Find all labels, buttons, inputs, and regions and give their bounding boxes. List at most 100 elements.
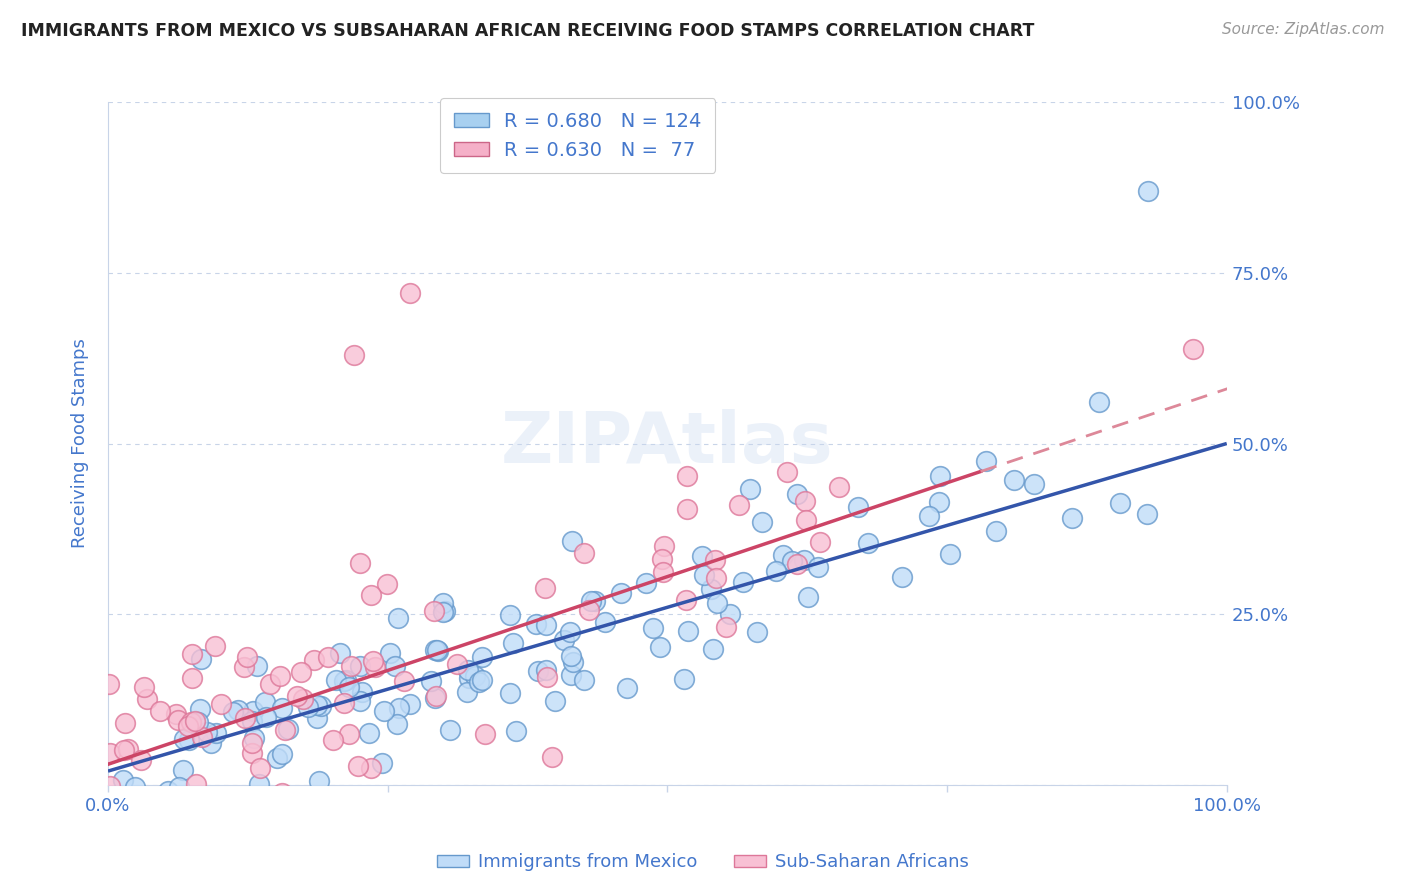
Point — [560, 534, 582, 549]
Point — [305, 710, 328, 724]
Y-axis label: Receiving Food Stamps: Receiving Food Stamps — [72, 339, 89, 549]
Point — [190, 652, 212, 666]
Point — [232, 659, 254, 673]
Point — [363, 660, 385, 674]
Point — [165, 706, 187, 721]
Point — [794, 493, 817, 508]
Point — [114, 715, 136, 730]
Point — [149, 704, 172, 718]
Point — [796, 513, 818, 527]
Point — [928, 468, 950, 483]
Point — [675, 593, 697, 607]
Point — [505, 724, 527, 739]
Point — [765, 564, 787, 578]
Point — [807, 559, 830, 574]
Point — [247, 777, 270, 791]
Point — [828, 480, 851, 494]
Point — [273, 723, 295, 737]
Point — [692, 549, 714, 563]
Point — [578, 602, 600, 616]
Point — [616, 681, 638, 695]
Point — [432, 596, 454, 610]
Point — [427, 644, 450, 658]
Point — [420, 673, 443, 688]
Point — [471, 650, 494, 665]
Point — [524, 617, 547, 632]
Point — [714, 620, 737, 634]
Point — [458, 671, 481, 685]
Point — [536, 670, 558, 684]
Point — [610, 586, 633, 600]
Point — [703, 553, 725, 567]
Point — [177, 719, 200, 733]
Point — [499, 607, 522, 622]
Point — [347, 759, 370, 773]
Point — [583, 594, 606, 608]
Point — [534, 663, 557, 677]
Point — [259, 677, 281, 691]
Point — [808, 535, 831, 549]
Point — [360, 588, 382, 602]
Point — [172, 797, 194, 811]
Point — [254, 710, 277, 724]
Point — [1136, 507, 1159, 521]
Point — [204, 640, 226, 654]
Point — [388, 700, 411, 714]
Point — [285, 689, 308, 703]
Point — [318, 650, 340, 665]
Point — [398, 697, 420, 711]
Point — [240, 736, 263, 750]
Point — [1002, 473, 1025, 487]
Point — [191, 730, 214, 744]
Point — [222, 705, 245, 719]
Point — [134, 681, 156, 695]
Point — [439, 723, 461, 737]
Point — [209, 697, 232, 711]
Point — [157, 784, 180, 798]
Point — [111, 773, 134, 788]
Point — [308, 774, 330, 789]
Point — [117, 742, 139, 756]
Text: ZIPAtlas: ZIPAtlas — [501, 409, 834, 478]
Point — [322, 733, 344, 747]
Point — [371, 756, 394, 770]
Point — [426, 643, 449, 657]
Point — [793, 553, 815, 567]
Point — [425, 642, 447, 657]
Point — [373, 704, 395, 718]
Point — [652, 566, 675, 580]
Point — [349, 556, 371, 570]
Point — [205, 726, 228, 740]
Point — [425, 689, 447, 703]
Point — [183, 714, 205, 728]
Point — [332, 696, 354, 710]
Point — [271, 786, 294, 800]
Point — [648, 640, 671, 654]
Point — [747, 625, 769, 640]
Point — [678, 624, 700, 638]
Point — [704, 571, 727, 585]
Point — [270, 747, 292, 761]
Point — [188, 701, 211, 715]
Point — [204, 812, 226, 826]
Point — [562, 655, 585, 669]
Point — [172, 763, 194, 777]
Point — [236, 650, 259, 665]
Point — [290, 665, 312, 679]
Point — [173, 732, 195, 747]
Point — [560, 668, 582, 682]
Point — [375, 577, 398, 591]
Point — [337, 681, 360, 695]
Point — [240, 746, 263, 760]
Point — [337, 727, 360, 741]
Point — [246, 659, 269, 673]
Point — [432, 605, 454, 619]
Point — [200, 736, 222, 750]
Point — [359, 726, 381, 740]
Point — [534, 582, 557, 596]
Point — [333, 674, 356, 689]
Point — [349, 694, 371, 708]
Point — [700, 582, 723, 597]
Point — [544, 694, 567, 708]
Point — [652, 539, 675, 553]
